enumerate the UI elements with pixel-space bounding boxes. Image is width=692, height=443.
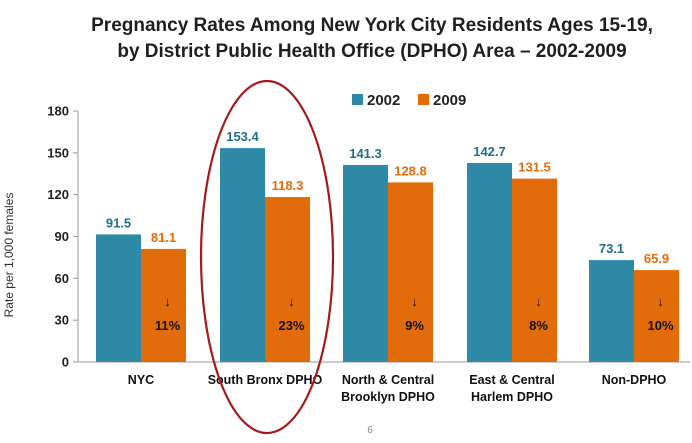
data-label-2009: 131.5 bbox=[518, 160, 551, 175]
data-label-2002: 91.5 bbox=[106, 215, 131, 230]
bar-2002 bbox=[343, 164, 388, 362]
legend-swatch-2009 bbox=[418, 94, 429, 105]
bar-2002 bbox=[220, 148, 265, 362]
decline-percent-label: 11% bbox=[155, 318, 181, 333]
y-tick-label: 0 bbox=[62, 355, 69, 370]
data-label-2009: 81.1 bbox=[151, 230, 176, 245]
chart-title: Pregnancy Rates Among New York City Resi… bbox=[91, 15, 653, 62]
chart-title-line-2: by District Public Health Office (DPHO) … bbox=[117, 41, 626, 62]
decline-percent-label: 10% bbox=[647, 318, 673, 333]
data-label-2009: 65.9 bbox=[644, 251, 669, 266]
legend-label-2002: 2002 bbox=[367, 92, 400, 109]
category-label: Harlem DPHO bbox=[471, 390, 553, 404]
decline-percent-label: 23% bbox=[278, 318, 304, 333]
y-axis-label: Rate per 1,000 females bbox=[2, 193, 16, 318]
highlight-ellipse bbox=[199, 79, 335, 435]
bar-2009 bbox=[512, 178, 557, 362]
legend-label-2009: 2009 bbox=[433, 92, 466, 109]
bar-2002 bbox=[467, 163, 512, 362]
data-label-2009: 128.8 bbox=[394, 163, 427, 178]
category-label: Brooklyn DPHO bbox=[341, 390, 435, 404]
bar-2009 bbox=[141, 248, 186, 362]
data-label-2002: 153.4 bbox=[226, 129, 259, 144]
y-tick-label: 60 bbox=[55, 271, 69, 286]
plot-area: 0 30 60 90 120 150 180 91.5 81.1 ↓ 11% NYC 153.4 118.… bbox=[47, 79, 690, 435]
decline-arrow: ↓ bbox=[657, 294, 664, 309]
legend: 2002 2009 bbox=[352, 92, 466, 109]
decline-percent-label: 9% bbox=[405, 318, 424, 333]
category-label: Non-DPHO bbox=[602, 373, 667, 387]
y-tick-label: 30 bbox=[55, 313, 69, 328]
bar-2009 bbox=[634, 270, 679, 362]
category-label: North & Central bbox=[342, 373, 434, 387]
data-label-2009: 118.3 bbox=[272, 178, 304, 193]
bar-2009 bbox=[388, 182, 433, 362]
data-label-2002: 141.3 bbox=[349, 146, 382, 161]
data-label-2002: 73.1 bbox=[599, 241, 624, 256]
y-tick-label: 150 bbox=[47, 145, 69, 160]
decline-arrow: ↓ bbox=[535, 294, 542, 309]
legend-swatch-2002 bbox=[352, 94, 363, 105]
page-number: 6 bbox=[367, 425, 373, 436]
bar-2002 bbox=[589, 260, 634, 362]
bar-2002 bbox=[96, 234, 141, 362]
decline-arrow: ↓ bbox=[164, 294, 171, 309]
data-label-2002: 142.7 bbox=[473, 144, 506, 159]
y-tick-label: 120 bbox=[47, 187, 69, 202]
category-label: East & Central bbox=[469, 373, 554, 387]
decline-arrow: ↓ bbox=[411, 294, 418, 309]
category-label: South Bronx DPHO bbox=[208, 373, 323, 387]
bar-2009 bbox=[265, 197, 310, 362]
y-tick-label: 90 bbox=[55, 229, 69, 244]
decline-arrow: ↓ bbox=[288, 294, 295, 309]
decline-percent-label: 8% bbox=[529, 318, 548, 333]
category-label: NYC bbox=[128, 373, 154, 387]
y-tick-label: 180 bbox=[47, 104, 69, 119]
chart-title-line-1: Pregnancy Rates Among New York City Resi… bbox=[91, 15, 653, 36]
